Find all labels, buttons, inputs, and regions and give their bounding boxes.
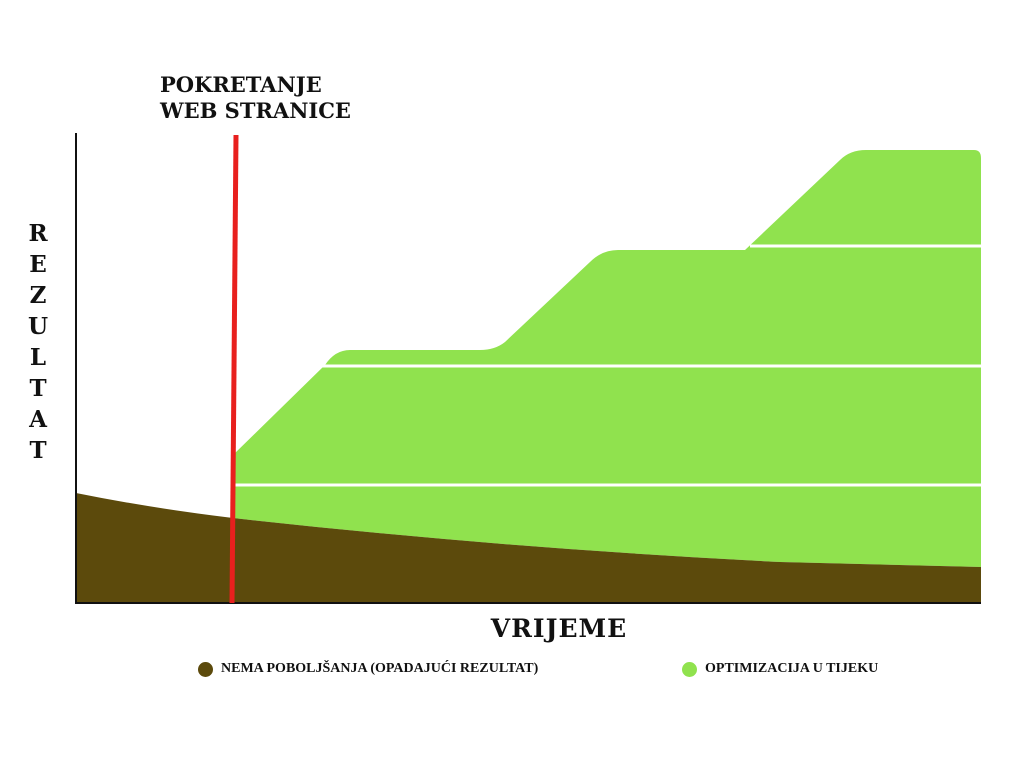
growth-area <box>233 150 981 567</box>
y-axis-label-letter: T <box>29 437 47 464</box>
legend-item-optimization: OPTIMIZACIJA U TIJEKU <box>682 661 878 677</box>
decline-area <box>76 493 981 603</box>
y-axis-label-letter: U <box>27 313 49 340</box>
launch-label-line: POKRETANJE <box>160 72 322 97</box>
legend-item-no-improvement: NEMA POBOLJŠANJA (OPADAJUĆI REZULTAT) <box>198 661 538 677</box>
legend-label: OPTIMIZACIJA U TIJEKU <box>705 661 879 676</box>
y-axis-label-letter: E <box>29 251 47 278</box>
green-dot-icon <box>682 661 697 677</box>
launch-label-line: WEB STRANICE <box>160 98 351 123</box>
y-axis-label-letter: A <box>29 406 47 433</box>
x-axis-label: VRIJEME <box>490 614 628 643</box>
y-axis-label-letter: R <box>28 220 48 247</box>
y-axis-label-letter: L <box>29 344 47 371</box>
y-axis-label-letter: T <box>29 375 47 402</box>
launch-line <box>229 134 239 604</box>
launch-label: POKRETANJE WEB STRANICE <box>160 72 351 124</box>
y-axis-label-letter: Z <box>29 282 47 309</box>
legend-label: NEMA POBOLJŠANJA (OPADAJUĆI REZULTAT) <box>221 661 539 676</box>
brown-dot-icon <box>198 661 213 677</box>
